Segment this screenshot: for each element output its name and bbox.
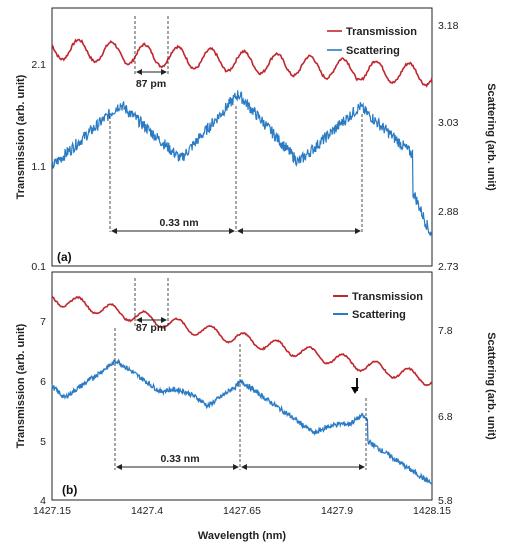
panel-b-label: (b)	[62, 483, 77, 497]
x-tick-1428-15: 1428.15	[413, 505, 451, 517]
x-tick-1427-65: 1427.65	[223, 505, 261, 517]
panel-a-left-tick-0-1: 0.1	[31, 261, 46, 273]
panel-a-right-tick-2-88: 2.88	[438, 206, 459, 218]
x-tick-1427-4: 1427.4	[131, 505, 163, 517]
panel-b-right-axis-title: Scattering (arb. unit)	[485, 332, 497, 440]
panel-a-right-tick-2-73: 2.73	[438, 261, 459, 273]
panel-a-legend-transmission-label: Transmission	[346, 26, 417, 38]
panel-a-fsr-large-label: 0.33 nm	[159, 217, 198, 229]
panel-a-left-tick-1-1: 1.1	[31, 161, 46, 173]
panel-b-right-tick-7-8: 7.8	[438, 325, 453, 337]
panel-a-fsr-small-label: 87 pm	[136, 78, 166, 90]
panel-b-right-tick-6-8: 6.8	[438, 411, 453, 423]
panel-b-left-tick-4: 4	[40, 495, 46, 507]
panel-a-right-axis-title: Scattering (arb. unit)	[485, 83, 497, 191]
panel-a: 2.1 1.1 0.1 3.18 3.03 2.88 2.73 Transmis…	[15, 7, 497, 273]
panel-b-legend-transmission-label: Transmission	[352, 291, 423, 303]
x-axis-title: Wavelength (nm)	[198, 530, 287, 542]
panel-b-left-tick-6: 6	[40, 376, 46, 388]
panel-b-legend-scattering-label: Scattering	[352, 309, 406, 321]
panel-b-fsr-small-label: 87 pm	[136, 322, 166, 334]
panel-b-left-tick-7: 7	[40, 316, 46, 328]
panel-a-transmission-line	[51, 38, 433, 88]
panel-b-left-axis-title: Transmission (arb. unit)	[15, 323, 27, 448]
panel-a-right-tick-3-03: 3.03	[438, 117, 459, 129]
panel-b-frame	[51, 271, 433, 501]
panel-b-scattering-line	[51, 358, 433, 485]
panel-a-right-tick-3-18: 3.18	[438, 20, 459, 32]
panel-b-transmission-line	[51, 295, 433, 387]
panel-a-frame	[51, 7, 433, 267]
panel-a-left-axis-title: Transmission (arb. unit)	[15, 74, 27, 199]
panel-a-scattering-line	[51, 90, 433, 236]
panel-b-legend: Transmission Scattering	[333, 291, 423, 321]
panel-a-left-tick-2-1: 2.1	[31, 59, 46, 71]
panel-a-legend-scattering-label: Scattering	[346, 45, 400, 57]
x-tick-1427-15: 1427.15	[33, 505, 71, 517]
panel-b-fsr-large-label: 0.33 nm	[160, 453, 199, 465]
panel-a-legend: Transmission Scattering	[327, 26, 417, 57]
panel-b: 7 6 5 4 7.8 6.8 5.8 Transmission (arb. u…	[15, 271, 497, 542]
panel-a-label: (a)	[57, 250, 72, 264]
panel-b-left-tick-5: 5	[40, 436, 46, 448]
panel-b-right-tick-5-8: 5.8	[438, 495, 453, 507]
x-tick-1427-9: 1427.9	[321, 505, 353, 517]
